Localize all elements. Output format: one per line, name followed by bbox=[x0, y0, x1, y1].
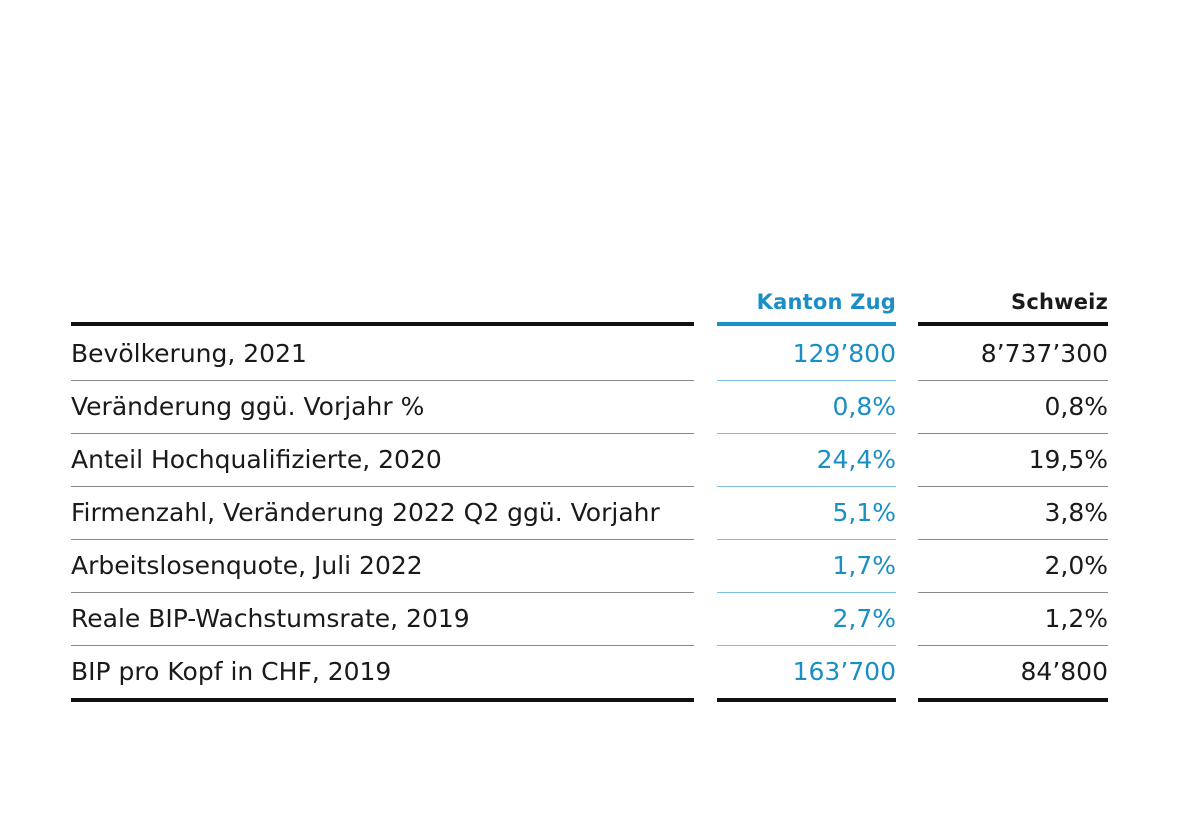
table-row: BIP pro Kopf in CHF, 2019 163’700 84’800 bbox=[71, 646, 1108, 702]
row-label: Firmenzahl, Veränderung 2022 Q2 ggü. Vor… bbox=[71, 487, 694, 540]
table-row: Reale BIP-Wachstumsrate, 2019 2,7% 1,2% bbox=[71, 593, 1108, 646]
table-body: Bevölkerung, 2021 129’800 8’737’300 Verä… bbox=[71, 328, 1108, 702]
row-value-zug: 163’700 bbox=[717, 646, 896, 702]
row-value-zug: 1,7% bbox=[717, 540, 896, 593]
table-row: Bevölkerung, 2021 129’800 8’737’300 bbox=[71, 328, 1108, 381]
row-value-schweiz: 1,2% bbox=[918, 593, 1108, 646]
row-value-zug: 2,7% bbox=[717, 593, 896, 646]
row-value-zug: 5,1% bbox=[717, 487, 896, 540]
row-value-zug: 129’800 bbox=[717, 328, 896, 381]
row-value-schweiz: 84’800 bbox=[918, 646, 1108, 702]
row-value-schweiz: 19,5% bbox=[918, 434, 1108, 487]
row-label: BIP pro Kopf in CHF, 2019 bbox=[71, 646, 694, 702]
row-label: Bevölkerung, 2021 bbox=[71, 328, 694, 381]
comparison-table: Kanton Zug Schweiz Bevölkerung, 2021 129… bbox=[71, 282, 1108, 702]
table-row: Firmenzahl, Veränderung 2022 Q2 ggü. Vor… bbox=[71, 487, 1108, 540]
row-value-zug: 24,4% bbox=[717, 434, 896, 487]
row-label: Arbeitslosenquote, Juli 2022 bbox=[71, 540, 694, 593]
row-value-schweiz: 2,0% bbox=[918, 540, 1108, 593]
table-header: Kanton Zug Schweiz bbox=[71, 282, 1108, 328]
row-label: Reale BIP-Wachstumsrate, 2019 bbox=[71, 593, 694, 646]
row-label: Veränderung ggü. Vorjahr % bbox=[71, 381, 694, 434]
table-row: Arbeitslosenquote, Juli 2022 1,7% 2,0% bbox=[71, 540, 1108, 593]
row-value-zug: 0,8% bbox=[717, 381, 896, 434]
header-kanton-zug: Kanton Zug bbox=[717, 282, 896, 326]
row-value-schweiz: 0,8% bbox=[918, 381, 1108, 434]
table-row: Anteil Hochqualifizierte, 2020 24,4% 19,… bbox=[71, 434, 1108, 487]
row-value-schweiz: 3,8% bbox=[918, 487, 1108, 540]
header-label-column bbox=[71, 282, 694, 326]
header-schweiz: Schweiz bbox=[918, 282, 1108, 326]
row-label: Anteil Hochqualifizierte, 2020 bbox=[71, 434, 694, 487]
table-row: Veränderung ggü. Vorjahr % 0,8% 0,8% bbox=[71, 381, 1108, 434]
row-value-schweiz: 8’737’300 bbox=[918, 328, 1108, 381]
